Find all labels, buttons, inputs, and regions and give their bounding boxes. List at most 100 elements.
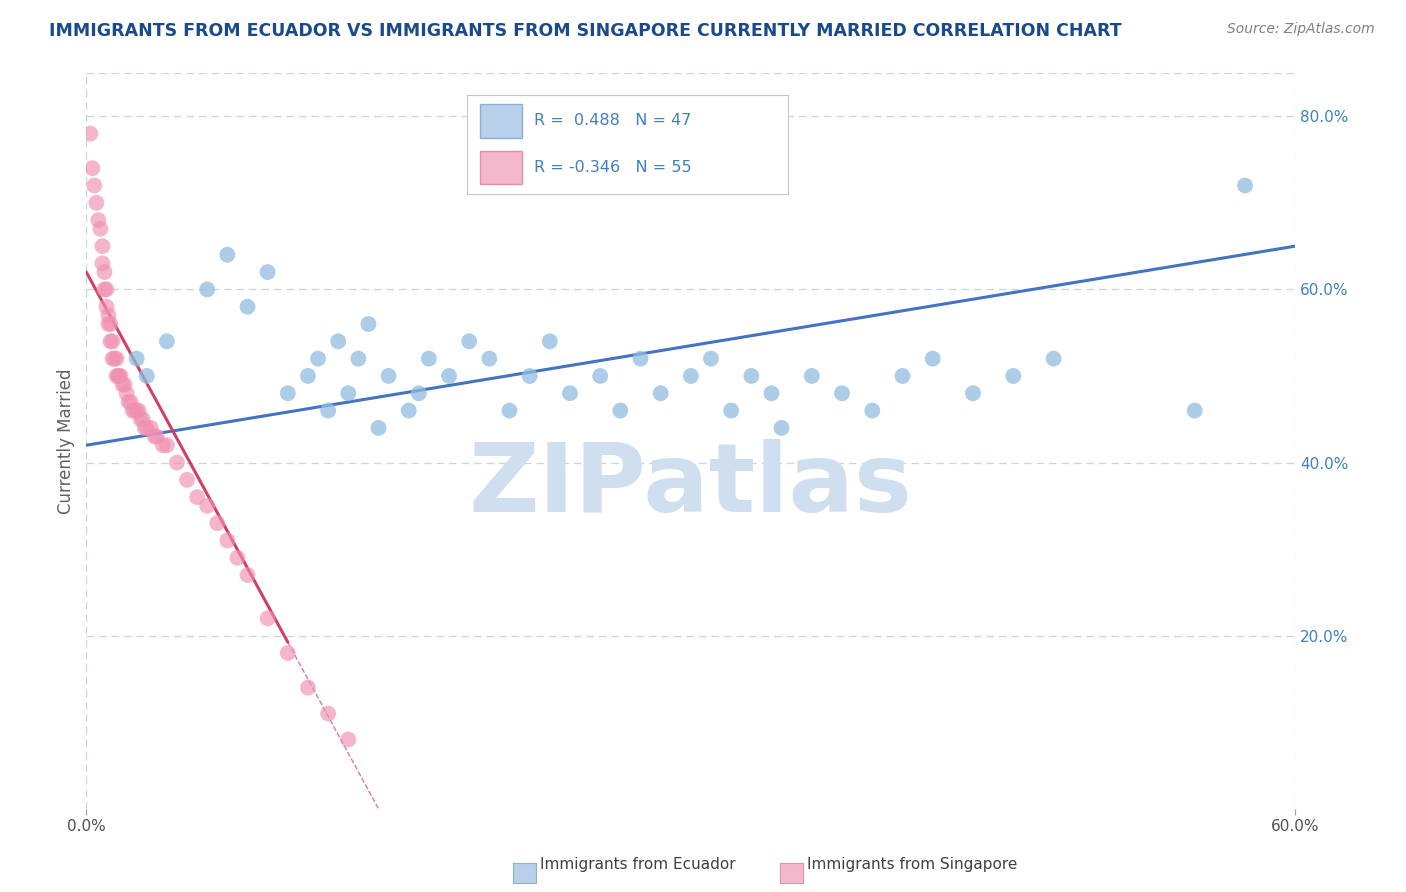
Point: [166, 456, 188, 470]
Point: [110, 368, 132, 383]
Point: [519, 368, 541, 383]
Point: [437, 368, 460, 383]
Point: [277, 386, 299, 401]
Point: [761, 386, 783, 401]
Point: [107, 368, 129, 383]
Text: Immigrants from Ecuador: Immigrants from Ecuador: [540, 857, 735, 872]
Point: [135, 421, 157, 435]
Point: [156, 334, 179, 349]
Point: [86, 195, 108, 210]
Point: [115, 386, 138, 401]
Point: [125, 403, 148, 417]
Point: [1042, 351, 1064, 366]
Point: [176, 473, 198, 487]
Point: [105, 351, 128, 366]
Text: Immigrants from Singapore: Immigrants from Singapore: [807, 857, 1018, 872]
Point: [82, 161, 104, 176]
Point: [236, 300, 259, 314]
Point: [236, 568, 259, 582]
Point: [195, 499, 218, 513]
Point: [277, 646, 299, 660]
Point: [83, 178, 105, 193]
Point: [377, 368, 399, 383]
Point: [114, 377, 136, 392]
Point: [100, 317, 122, 331]
Point: [128, 403, 150, 417]
Point: [831, 386, 853, 401]
Point: [91, 256, 114, 270]
Point: [418, 351, 440, 366]
Point: [107, 368, 129, 383]
Point: [891, 368, 914, 383]
Point: [630, 351, 652, 366]
Point: [207, 516, 229, 530]
Point: [316, 403, 339, 417]
Point: [1002, 368, 1025, 383]
Point: [398, 403, 420, 417]
Point: [650, 386, 672, 401]
Point: [337, 732, 360, 747]
Point: [105, 368, 128, 383]
Point: [297, 368, 319, 383]
Point: [93, 265, 115, 279]
Point: [125, 351, 148, 366]
Point: [800, 368, 823, 383]
Point: [96, 282, 118, 296]
Point: [93, 282, 115, 296]
Text: ZIPatlas: ZIPatlas: [470, 439, 912, 532]
Point: [186, 490, 208, 504]
Point: [121, 403, 143, 417]
Point: [156, 438, 179, 452]
Point: [347, 351, 370, 366]
Point: [357, 317, 380, 331]
Point: [91, 239, 114, 253]
Point: [87, 213, 110, 227]
Point: [139, 421, 162, 435]
Point: [120, 395, 142, 409]
Point: [962, 386, 984, 401]
Point: [97, 309, 120, 323]
Point: [538, 334, 561, 349]
Point: [860, 403, 883, 417]
Point: [770, 421, 793, 435]
Point: [124, 403, 146, 417]
Point: [1184, 403, 1206, 417]
Point: [740, 368, 762, 383]
Point: [101, 334, 124, 349]
Point: [100, 334, 122, 349]
Text: Source: ZipAtlas.com: Source: ZipAtlas.com: [1227, 22, 1375, 37]
Point: [226, 550, 249, 565]
Point: [458, 334, 481, 349]
Point: [478, 351, 501, 366]
Point: [921, 351, 943, 366]
Point: [217, 248, 239, 262]
Point: [103, 351, 125, 366]
Point: [679, 368, 702, 383]
Point: [316, 706, 339, 721]
Point: [700, 351, 723, 366]
Point: [111, 377, 134, 392]
Point: [129, 412, 152, 426]
Point: [135, 368, 157, 383]
Point: [134, 421, 156, 435]
Point: [328, 334, 350, 349]
Point: [1234, 178, 1257, 193]
Point: [97, 317, 120, 331]
Point: [79, 127, 101, 141]
Point: [720, 403, 742, 417]
Point: [367, 421, 389, 435]
Point: [609, 403, 631, 417]
Point: [558, 386, 581, 401]
Point: [408, 386, 430, 401]
Point: [152, 438, 174, 452]
Point: [307, 351, 329, 366]
Point: [589, 368, 612, 383]
Point: [96, 300, 118, 314]
Point: [337, 386, 360, 401]
Point: [117, 395, 139, 409]
Point: [101, 351, 124, 366]
Point: [195, 282, 218, 296]
Point: [89, 221, 111, 235]
Point: [146, 429, 169, 443]
Point: [297, 681, 319, 695]
